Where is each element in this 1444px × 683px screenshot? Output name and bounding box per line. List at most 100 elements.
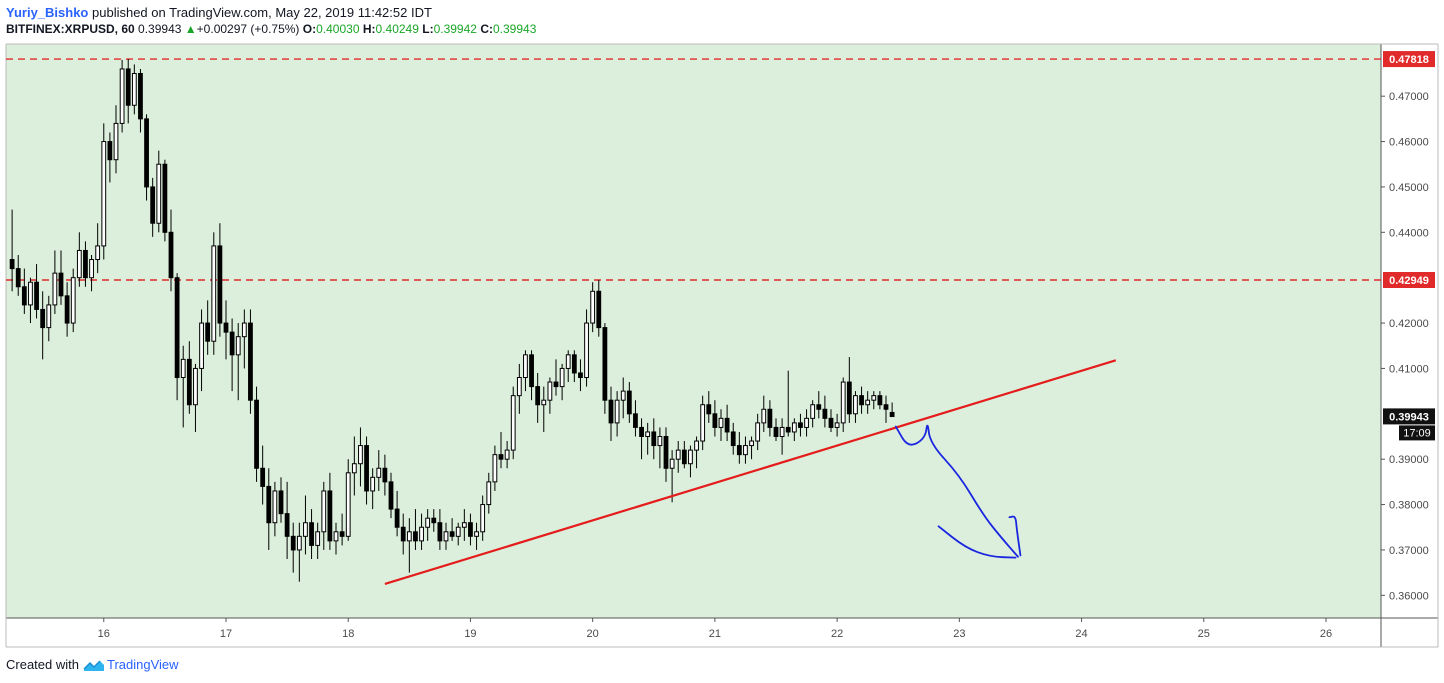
candle-body xyxy=(113,122,119,161)
chart-pane xyxy=(6,44,1381,618)
candle-body xyxy=(321,490,327,533)
candle-body xyxy=(217,245,223,324)
candle-body xyxy=(46,304,52,329)
x-tick-label: 19 xyxy=(464,628,476,640)
candle-body xyxy=(584,322,589,379)
candle-body xyxy=(669,458,675,469)
candle-body xyxy=(89,259,94,279)
horizontal-level-label-box xyxy=(1383,51,1435,68)
candle-body xyxy=(431,517,437,524)
x-tick-label: 24 xyxy=(1075,628,1087,640)
candle-body xyxy=(492,454,498,483)
publish-info: Yuriy_Bishko published on TradingView.co… xyxy=(6,5,432,20)
projection-arrow-hook xyxy=(937,525,1017,559)
symbol-name: BITFINEX:XRPUSD, 60 xyxy=(6,22,135,36)
candle-body xyxy=(309,522,314,546)
support-trendline xyxy=(384,359,1117,586)
high-label: H: xyxy=(362,22,376,36)
candle-body xyxy=(590,290,596,324)
candle-body xyxy=(419,526,424,542)
candle-body xyxy=(437,522,443,542)
y-tick-label: 0.38000 xyxy=(1389,500,1429,512)
candle-body xyxy=(663,435,669,469)
last-price-label: 0.39943 xyxy=(1389,411,1429,423)
price-change: +0.00297 (+0.75%) xyxy=(196,22,300,36)
horizontal-level-label: 0.42949 xyxy=(1389,275,1429,287)
candle-body xyxy=(883,404,889,410)
candle-body xyxy=(107,141,113,161)
candle-body xyxy=(376,467,382,478)
candle-body xyxy=(162,163,168,233)
candle-body xyxy=(681,449,687,465)
candle-body xyxy=(461,522,467,528)
candle-body xyxy=(9,259,15,270)
horizontal-level-label-box xyxy=(1383,271,1435,288)
candle-body xyxy=(449,531,455,537)
candle-body xyxy=(174,277,180,379)
candle-body xyxy=(21,286,27,306)
candle-body xyxy=(40,308,46,329)
candle-body xyxy=(70,277,76,324)
candle-body xyxy=(773,426,779,437)
candle-body xyxy=(779,426,785,437)
x-tick-label: 25 xyxy=(1198,628,1210,640)
candle-body xyxy=(205,322,211,342)
candle-body xyxy=(468,522,473,537)
close-label: C: xyxy=(480,22,493,36)
candle-body xyxy=(296,535,302,551)
y-tick-label: 0.44000 xyxy=(1389,227,1429,239)
candle-body xyxy=(125,68,131,106)
candle-body xyxy=(889,411,895,418)
candle-body xyxy=(859,395,864,406)
candle-body xyxy=(865,399,871,406)
candle-body xyxy=(303,522,308,537)
candle-body xyxy=(822,408,828,419)
candle-body xyxy=(83,249,88,279)
candle-body xyxy=(131,72,137,106)
author-name[interactable]: Yuriy_Bishko xyxy=(6,5,89,20)
candle-body xyxy=(535,386,541,406)
last-price: 0.39943 xyxy=(138,22,182,36)
candle-body xyxy=(565,354,571,369)
candle-body xyxy=(382,467,388,483)
candle-body xyxy=(193,367,198,406)
candle-body xyxy=(284,513,290,537)
countdown-label: 17:09 xyxy=(1403,427,1431,439)
candle-body xyxy=(388,481,394,510)
candle-body xyxy=(706,404,712,415)
candle-body xyxy=(700,404,706,442)
candle-body xyxy=(645,431,651,437)
candle-body xyxy=(345,472,351,537)
candle-body xyxy=(675,449,681,460)
candle-body xyxy=(168,231,174,279)
created-with-text: Created with xyxy=(6,657,79,672)
candle-body xyxy=(364,445,369,492)
candle-body xyxy=(272,490,278,524)
candle-body xyxy=(413,531,418,542)
candle-body xyxy=(156,163,162,224)
last-price-label-box xyxy=(1383,408,1435,425)
low-value: 0.39942 xyxy=(433,22,477,36)
x-tick-label: 18 xyxy=(342,628,354,640)
candle-body xyxy=(816,404,822,410)
candle-body xyxy=(602,327,608,401)
open-value: 0.40030 xyxy=(316,22,360,36)
candle-body xyxy=(486,481,492,506)
candle-body xyxy=(767,408,773,428)
candle-body xyxy=(743,445,748,456)
projection-arrow-tip xyxy=(1008,515,1022,557)
candle-body xyxy=(64,295,70,324)
candle-body xyxy=(278,490,284,515)
candle-body xyxy=(718,417,724,428)
candle-body xyxy=(736,445,742,456)
candle-body xyxy=(248,322,253,401)
tradingview-brand[interactable]: TradingView xyxy=(106,657,179,672)
candle-body xyxy=(785,426,791,433)
candle-body xyxy=(798,422,803,428)
candle-body xyxy=(400,526,406,542)
candle-body xyxy=(358,445,363,465)
y-tick-label: 0.45000 xyxy=(1389,182,1429,194)
candle-body xyxy=(791,422,797,433)
candle-body xyxy=(327,490,333,542)
